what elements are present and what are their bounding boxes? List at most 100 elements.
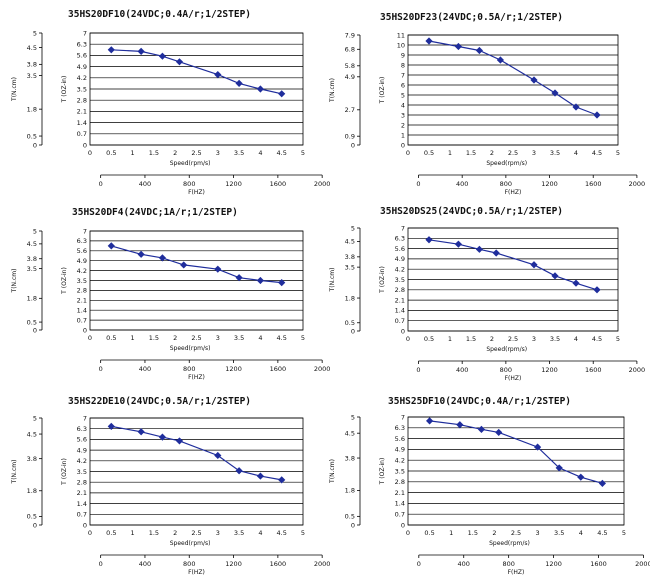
x-tick-label: 2 <box>173 149 177 157</box>
x-tick-label: 5 <box>616 149 620 157</box>
x-tick-label: 0 <box>88 149 92 157</box>
y-axis-label-ncm: T(N.cm) <box>329 268 336 293</box>
x-tick-label: 4.5 <box>277 149 287 157</box>
x-axis-label: Speed(rpm/s) <box>170 345 211 352</box>
data-point <box>551 272 559 280</box>
frequency-tick-label: 0 <box>416 180 420 188</box>
y-tick-label: 4.9 <box>395 255 405 263</box>
y-tick-label: 4.2 <box>77 267 87 275</box>
x-tick-label: 3.5 <box>234 334 244 342</box>
chart-panel: 35HS20DF10(24VDC;0.4A/r;1/2STEP) 0 0.7 1.4 2… <box>0 0 330 196</box>
plot-frame <box>89 32 304 146</box>
frequency-tick-label: 0 <box>99 365 103 373</box>
x-tick-label: 2.5 <box>511 529 521 537</box>
ncm-tick-label: 3.8 <box>27 255 37 263</box>
x-axis-label: Speed(rpm/s) <box>170 160 211 167</box>
y-tick-label: 3.5 <box>395 467 405 475</box>
frequency-tick-label: 800 <box>183 180 195 188</box>
y-tick-label: 3.5 <box>77 277 87 285</box>
x-tick-label: 1.5 <box>466 149 476 157</box>
ncm-tick-label: 0 <box>351 141 355 149</box>
y-tick-label: 2.1 <box>77 489 87 497</box>
ncm-tick-label: 1.8 <box>27 295 37 303</box>
y-tick-label: 5.6 <box>77 52 87 60</box>
ncm-tick-label: 5 <box>33 227 37 235</box>
ncm-tick-label: 0 <box>33 521 37 529</box>
y-tick-label: 3.5 <box>77 468 87 476</box>
x-tick-label: 3 <box>536 529 540 537</box>
plot-frame <box>407 227 619 332</box>
x-tick-label: 0.5 <box>424 529 434 537</box>
frequency-tick-label: 2000 <box>629 366 646 374</box>
y-tick-label: 6.3 <box>77 425 87 433</box>
data-point <box>175 437 184 445</box>
data-point <box>107 242 115 250</box>
y-tick-label: 0 <box>83 141 87 149</box>
ncm-tick-label: 4.5 <box>27 240 37 248</box>
plot-frame <box>89 417 304 526</box>
data-point <box>551 89 559 97</box>
x-tick-label: 1.5 <box>466 335 476 343</box>
y-tick-label: 4 <box>401 101 405 109</box>
frequency-axis-label: F(HZ) <box>188 569 205 576</box>
chart-panel: 35HS20DS25(24VDC;0.5A/r;1/2STEP) 0 0.7 1.4 2… <box>328 200 650 392</box>
series-line <box>428 239 598 291</box>
y-tick-label: 6.3 <box>77 41 87 49</box>
chart-title: 35HS20DF4(24VDC;1A/r;1/2STEP) <box>72 207 238 218</box>
chart-svg: 35HS25DF10(24VDC;0.4A/r;1/2STEP) 0 0.7 1.4 2… <box>329 396 650 576</box>
y-tick-label: 1.4 <box>77 307 87 315</box>
chart-title: 35HS22DE10(24VDC;0.5A/r;1/2STEP) <box>68 396 251 407</box>
frequency-axis-label: F(HZ) <box>505 189 522 196</box>
x-tick-label: 4 <box>258 529 262 537</box>
ncm-tick-label: 5.8 <box>345 62 355 70</box>
ncm-tick-label: 0.5 <box>27 132 37 140</box>
x-tick-label: 3.5 <box>550 149 560 157</box>
frequency-tick-label: 400 <box>456 366 468 374</box>
x-axis-label: Speed(rpm/s) <box>486 346 527 353</box>
plot-frame <box>407 34 619 146</box>
x-tick-label: 1.5 <box>149 149 159 157</box>
x-tick-label: 3.5 <box>234 529 244 537</box>
x-tick-label: 2 <box>173 334 177 342</box>
y-tick-label: 0.7 <box>77 511 87 519</box>
y-axis-label-ncm: T(N.cm) <box>11 460 18 485</box>
x-tick-label: 3 <box>216 529 220 537</box>
data-point <box>475 245 483 253</box>
y-tick-label: 4.2 <box>77 74 87 82</box>
frequency-axis-label: F(HZ) <box>188 189 205 196</box>
x-tick-label: 4 <box>574 149 578 157</box>
ncm-tick-label: 1.8 <box>27 487 37 495</box>
x-tick-label: 2 <box>490 149 494 157</box>
x-tick-label: 0.5 <box>424 335 434 343</box>
frequency-tick-label: 400 <box>456 180 468 188</box>
y-tick-label: 2.1 <box>77 108 87 116</box>
x-tick-label: 0 <box>406 529 410 537</box>
y-tick-label: 0.7 <box>77 316 87 324</box>
frequency-tick-label: 1600 <box>590 560 607 568</box>
y-tick-label: 0 <box>401 327 405 335</box>
data-point <box>107 46 115 54</box>
y-tick-label: 6 <box>401 81 405 89</box>
ncm-tick-label: 0 <box>33 141 37 149</box>
ncm-tick-label: 5 <box>33 29 37 37</box>
frequency-axis-label: F(HZ) <box>505 375 522 382</box>
y-axis-label-ncm: T(N.cm) <box>11 77 18 102</box>
data-point <box>256 472 264 480</box>
y-axis-label-ncm: T(N.cm) <box>11 269 18 294</box>
y-tick-label: 0 <box>83 326 87 334</box>
ncm-tick-label: 3.5 <box>345 263 355 271</box>
x-tick-label: 0.5 <box>106 149 116 157</box>
frequency-tick-label: 0 <box>416 366 420 374</box>
plot-frame <box>89 230 304 331</box>
ncm-tick-label: 3.8 <box>27 455 37 463</box>
data-point <box>235 467 243 475</box>
ncm-tick-label: 3.5 <box>27 265 37 273</box>
frequency-tick-label: 1600 <box>270 365 287 373</box>
x-tick-label: 1.5 <box>149 334 159 342</box>
frequency-tick-label: 1200 <box>225 365 242 373</box>
data-point <box>530 76 538 84</box>
chart-panel: 35HS25DF10(24VDC;0.4A/r;1/2STEP) 0 0.7 1.4 2… <box>328 390 650 582</box>
data-point <box>214 265 222 273</box>
x-axis-label: Speed(rpm/s) <box>486 160 527 167</box>
